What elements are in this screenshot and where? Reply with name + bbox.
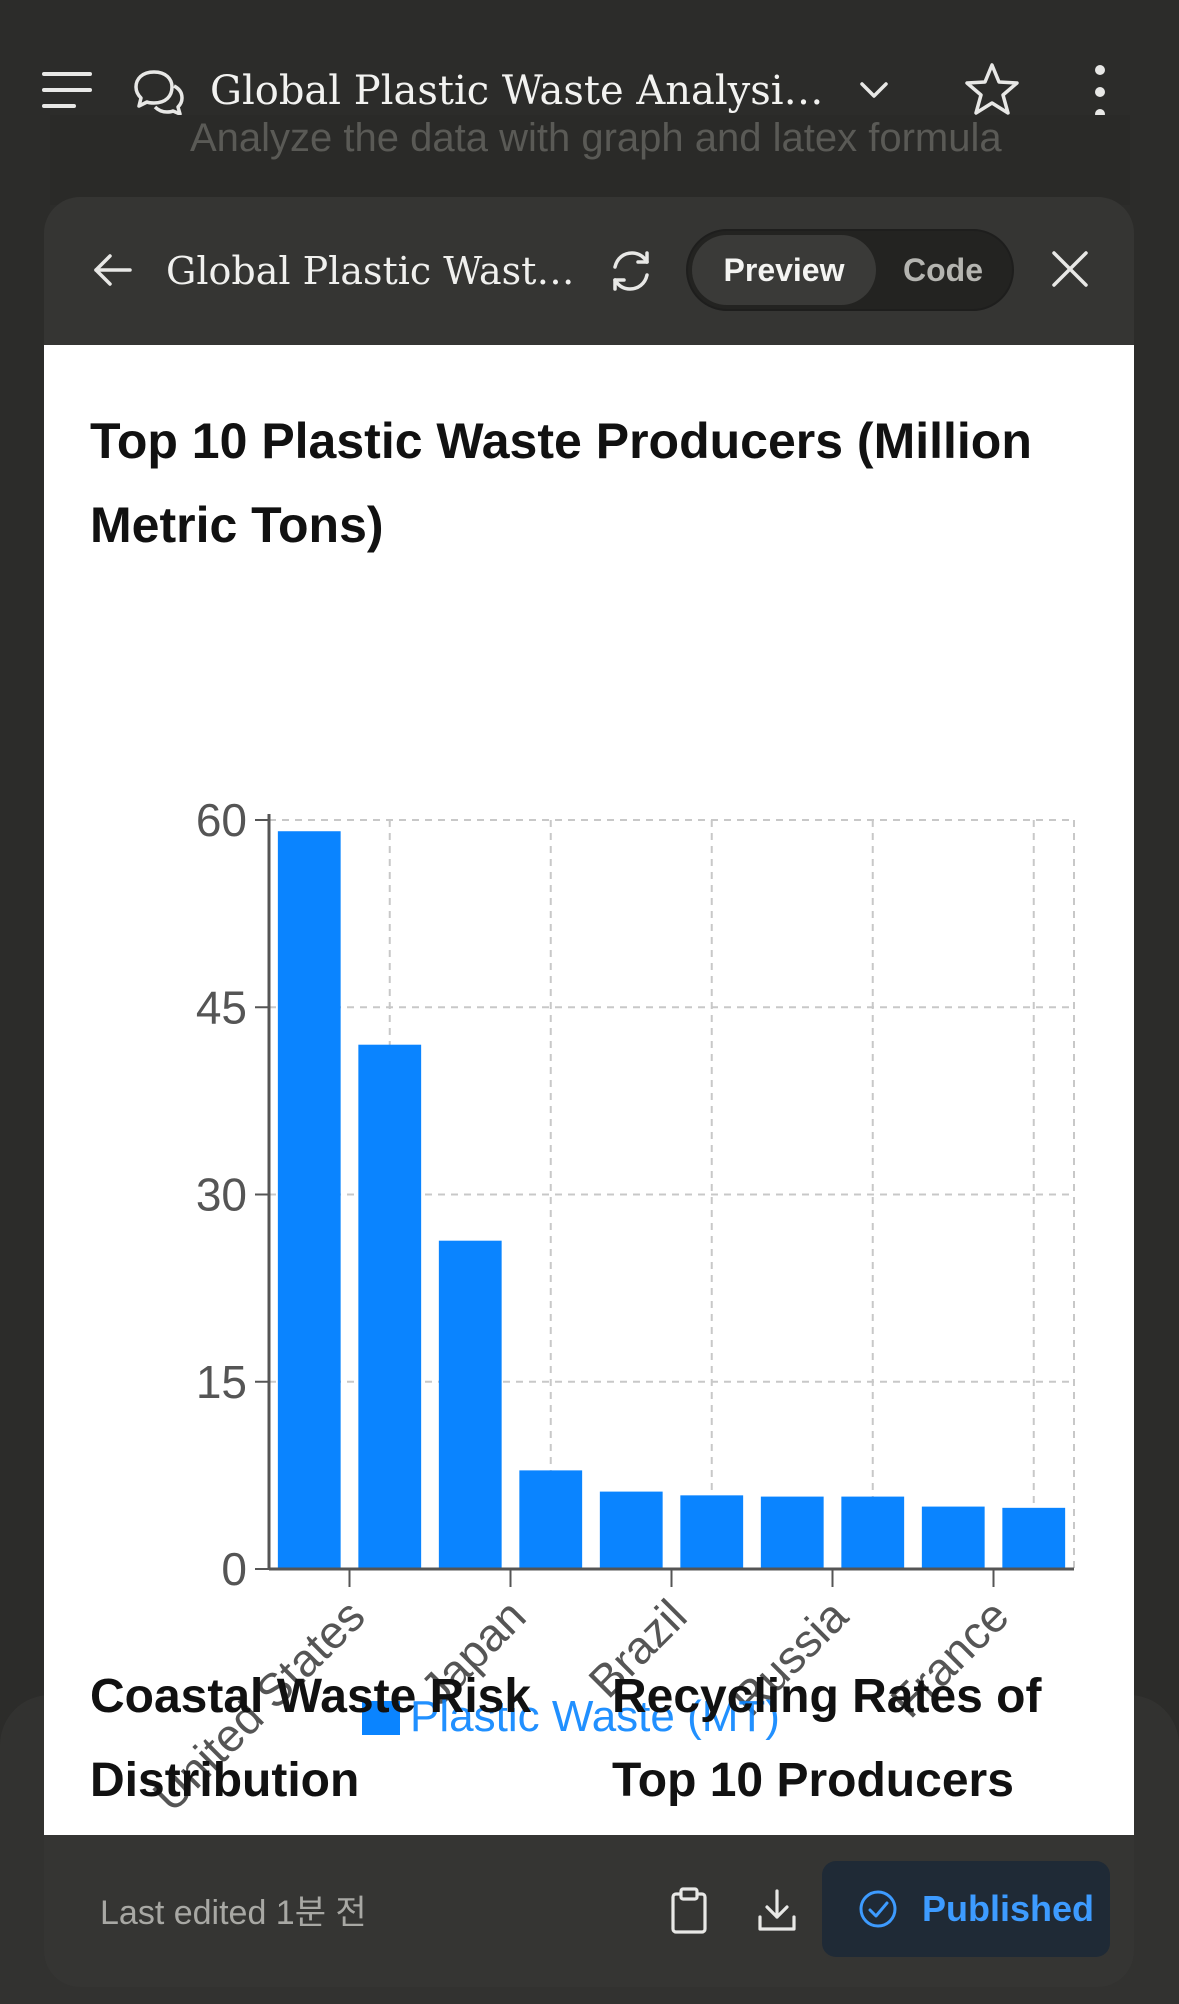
chevron-down-icon[interactable] — [852, 72, 896, 108]
y-tick-label: 45 — [196, 981, 247, 1033]
tab-code[interactable]: Code — [903, 252, 983, 288]
view-toggle: Preview Code — [686, 229, 1014, 311]
download-icon[interactable] — [756, 1887, 798, 1935]
bar — [1002, 1507, 1066, 1569]
star-icon[interactable] — [962, 60, 1022, 120]
legend-swatch — [362, 1701, 400, 1735]
y-tick-label: 0 — [221, 1543, 247, 1595]
bar — [519, 1470, 583, 1569]
published-label: Published — [922, 1888, 1095, 1929]
chat-icon[interactable] — [132, 66, 186, 118]
artifact-footer: Last edited 1분 전 Published — [44, 1835, 1134, 1987]
more-vertical-icon[interactable] — [1080, 62, 1120, 122]
published-button[interactable]: Published — [822, 1861, 1110, 1957]
menu-icon[interactable] — [42, 68, 92, 112]
chart-title: Top 10 Plastic Waste Producers (Million … — [90, 413, 1032, 553]
refresh-icon[interactable] — [606, 245, 656, 297]
clipboard-icon[interactable] — [668, 1887, 710, 1935]
bar — [760, 1496, 824, 1569]
y-tick-label: 15 — [196, 1356, 247, 1408]
y-tick-label: 30 — [196, 1169, 247, 1221]
bar — [599, 1491, 663, 1569]
section-title-coastal-risk: Coastal Waste Risk Distribution — [90, 1670, 532, 1807]
close-icon[interactable] — [1044, 243, 1096, 295]
background-user-message: Analyze the data with graph and latex fo… — [50, 115, 1130, 205]
background-message-text: Analyze the data with graph and latex fo… — [190, 116, 1002, 160]
bar — [921, 1506, 985, 1569]
y-tick-label: 60 — [196, 794, 247, 846]
back-arrow-icon[interactable] — [88, 247, 138, 293]
tab-preview[interactable]: Preview — [692, 235, 876, 305]
artifact-preview-canvas: Top 10 Plastic Waste Producers (Million … — [44, 345, 1134, 1835]
bar — [277, 831, 341, 1569]
bar — [438, 1240, 502, 1569]
conversation-title[interactable]: Global Plastic Waste Analysis: P... — [210, 68, 840, 114]
bar — [841, 1496, 905, 1569]
artifact-title: Global Plastic Waste ... — [166, 249, 576, 293]
artifact-header: Global Plastic Waste ... Preview Code — [44, 197, 1134, 345]
check-circle-icon — [859, 1890, 897, 1928]
last-edited-text: Last edited 1분 전 — [100, 1894, 367, 1932]
legend-label: Plastic Waste (MT) — [410, 1692, 780, 1741]
bar — [680, 1495, 744, 1569]
bar — [358, 1044, 422, 1569]
artifact-panel: Global Plastic Waste ... Preview Code To… — [44, 197, 1134, 1987]
section-title-recycling-rates: Recycling Rates of Top 10 Producers — [612, 1670, 1042, 1807]
